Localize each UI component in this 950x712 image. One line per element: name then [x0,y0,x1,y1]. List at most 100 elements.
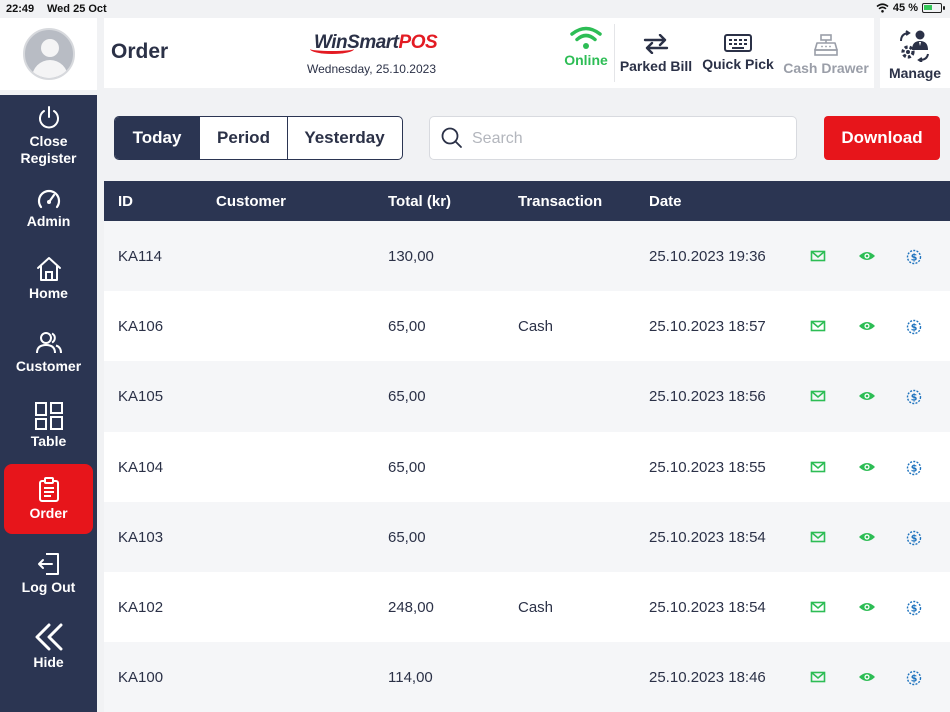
gauge-icon [37,189,60,209]
sidebar-item-table[interactable]: Table [4,401,93,471]
cell-id: KA114 [118,248,162,265]
email-icon[interactable] [810,530,826,544]
date-filter-tabs: Today Period Yesterday [114,116,403,160]
table-row[interactable]: KA104 65,00 25.10.2023 18:55 $ [104,432,950,502]
logout-icon [37,553,59,575]
dollar-coin-icon[interactable]: $ [906,389,922,405]
quick-pick-label: Quick Pick [702,56,774,72]
search-input[interactable] [472,127,782,151]
eye-icon[interactable] [858,670,876,684]
avatar-panel [0,18,97,90]
manage-label: Manage [888,65,942,81]
table-row[interactable]: KA114 130,00 25.10.2023 19:36 $ [104,221,950,292]
sidebar-item-label: Admin [26,213,71,229]
cell-total: 248,00 [388,598,434,616]
page-title: Order [111,40,169,63]
cell-total: 65,00 [388,318,426,336]
sidebar-item-customer[interactable]: Customer [4,330,93,400]
eye-icon[interactable] [858,530,876,544]
dollar-coin-icon[interactable]: $ [906,460,922,476]
manage-button[interactable]: Manage [880,18,950,88]
table-row[interactable]: KA105 65,00 25.10.2023 18:56 $ [104,361,950,432]
svg-text:$: $ [911,323,918,334]
sidebar-item-order[interactable]: Order [4,464,93,534]
winsmart-logo: WinSmartPOS [310,32,438,56]
home-icon [36,257,61,281]
sidebar-item-close-register[interactable]: Close Register [4,105,93,175]
eye-icon[interactable] [858,460,876,474]
column-header-customer[interactable]: Customer [216,193,287,210]
cell-total: 114,00 [388,669,433,687]
dollar-coin-icon[interactable]: $ [906,600,922,616]
search-icon [441,127,462,148]
table-row[interactable]: KA102 248,00 Cash 25.10.2023 18:54 $ [104,572,950,642]
wifi-status-icon [876,3,889,13]
parked-bill-button[interactable]: Parked Bill [618,18,694,88]
svg-text:$: $ [911,393,918,404]
eye-icon[interactable] [858,319,876,333]
sidebar-item-label: Close Register [20,133,77,166]
email-icon[interactable] [810,389,826,403]
column-header-id[interactable]: ID [118,193,133,210]
sidebar-item-label: Order [29,505,68,521]
table-row[interactable]: KA106 65,00 Cash 25.10.2023 18:57 $ [104,291,950,361]
cash-register-icon [814,34,838,56]
dollar-coin-icon[interactable]: $ [906,670,922,686]
search-box [429,116,797,160]
table-body: KA114 130,00 25.10.2023 19:36 $ KA106 65… [104,221,950,712]
status-date: Wed 25 Oct [47,3,107,15]
tab-today[interactable]: Today [115,117,200,159]
sidebar-item-logout[interactable]: Log Out [4,551,93,621]
column-header-date[interactable]: Date [649,193,682,210]
column-header-total[interactable]: Total (kr) [388,193,452,210]
eye-icon[interactable] [858,600,876,614]
table-row[interactable]: KA100 114,00 25.10.2023 18:46 $ [104,642,950,712]
cell-id: KA104 [118,458,164,476]
cell-id: KA102 [118,598,164,616]
tab-yesterday[interactable]: Yesterday [304,128,385,147]
avatar[interactable] [22,28,75,80]
swap-arrows-icon [643,34,669,54]
email-icon[interactable] [810,319,826,333]
status-time: 22:49 [6,3,35,15]
cell-total: 65,00 [388,458,426,476]
cell-date: 25.10.2023 18:55 [649,458,766,476]
email-icon[interactable] [810,600,826,614]
cell-date: 25.10.2023 18:56 [649,388,766,406]
eye-icon[interactable] [858,249,876,263]
dollar-coin-icon[interactable]: $ [906,319,922,335]
sidebar-item-admin[interactable]: Admin [4,187,93,257]
cell-id: KA105 [118,388,164,406]
sidebar-item-hide[interactable]: Hide [4,622,93,692]
cash-drawer-label: Cash Drawer [783,60,869,76]
sidebar: Close Register Admin Home Customer [0,95,97,712]
cell-date: 25.10.2023 18:54 [649,598,766,616]
email-icon[interactable] [810,670,826,684]
svg-text:$: $ [911,533,918,544]
table-header: ID Customer Total (kr) Transaction Date [104,181,950,221]
sidebar-item-label: Hide [33,654,64,670]
email-icon[interactable] [810,460,826,474]
tab-period[interactable]: Period [200,117,288,159]
cell-date: 25.10.2023 18:54 [649,528,766,546]
eye-icon[interactable] [858,389,876,403]
sidebar-item-label: Home [29,285,68,301]
email-icon[interactable] [810,249,826,263]
quick-pick-button[interactable]: Quick Pick [702,18,774,88]
sidebar-item-home[interactable]: Home [4,255,93,325]
table-row[interactable]: KA103 65,00 25.10.2023 18:54 $ [104,501,950,572]
header-date: Wednesday, 25.10.2023 [307,62,436,76]
cell-total: 65,00 [388,528,426,546]
dollar-coin-icon[interactable]: $ [906,530,922,546]
cell-transaction: Cash [518,318,554,336]
status-right: 45 % [876,2,945,14]
download-button[interactable]: Download [824,116,940,160]
dollar-coin-icon[interactable]: $ [906,249,922,265]
cell-id: KA100 [118,669,164,687]
wifi-icon [570,26,602,49]
cash-drawer-button[interactable]: Cash Drawer [782,18,870,88]
double-chevron-left-icon [35,623,62,651]
column-header-transaction[interactable]: Transaction [518,193,603,210]
sidebar-item-label: Table [30,433,67,449]
cell-transaction: Cash [518,598,554,616]
